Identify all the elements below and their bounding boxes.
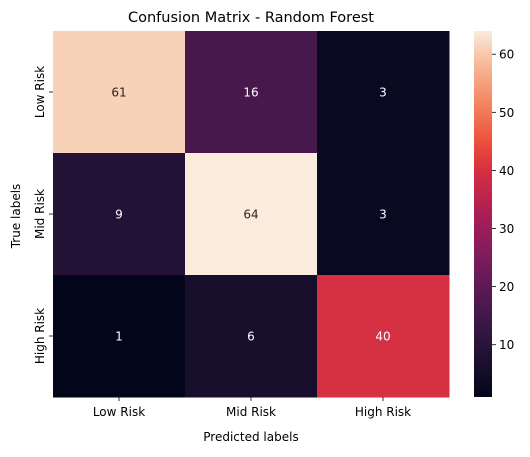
colorbar-tick-label: 10 xyxy=(499,338,514,352)
y-axis-label: True labels xyxy=(9,184,23,250)
x-axis-label: Predicted labels xyxy=(203,430,298,444)
colorbar-gradient xyxy=(474,31,492,397)
cell-value-label: 64 xyxy=(243,208,258,222)
heatmap-cells: 61 16 39 64 31 6 40 xyxy=(53,31,450,398)
heatmap-cell xyxy=(317,31,450,154)
y-tick-label: High Risk xyxy=(33,308,47,364)
heatmap-cell xyxy=(317,275,450,398)
cell-value-label: 3 xyxy=(379,86,387,100)
x-tick-label: Low Risk xyxy=(93,405,145,419)
y-tick-label: Mid Risk xyxy=(33,189,47,239)
y-tick-label: Low Risk xyxy=(33,66,47,118)
heatmap-cell xyxy=(53,275,186,398)
colorbar: 10 20 30 40 50 60 xyxy=(474,31,514,397)
heatmap-cell xyxy=(185,153,318,276)
cell-value-label: 40 xyxy=(375,330,390,344)
cell-value-label: 6 xyxy=(247,330,255,344)
heatmap-cell xyxy=(185,275,318,398)
colorbar-tick-label: 50 xyxy=(499,106,514,120)
cell-value-label: 16 xyxy=(243,86,258,100)
axis-ticks: Low Risk Mid Risk High Risk Low Risk Mid Ris… xyxy=(33,66,411,419)
heatmap-cell xyxy=(53,31,186,154)
cell-value-label: 3 xyxy=(379,208,387,222)
colorbar-tick-label: 30 xyxy=(499,222,514,236)
colorbar-tick-label: 60 xyxy=(499,48,514,62)
x-tick-label: High Risk xyxy=(355,405,411,419)
cell-value-label: 9 xyxy=(115,208,123,222)
heatmap-cell xyxy=(53,153,186,276)
x-tick-label: Mid Risk xyxy=(226,405,276,419)
chart-title: Confusion Matrix - Random Forest xyxy=(128,10,374,26)
cell-value-label: 61 xyxy=(111,86,126,100)
cell-value-label: 1 xyxy=(115,330,123,344)
colorbar-tick-label: 20 xyxy=(499,280,514,294)
heatmap-cell xyxy=(185,31,318,154)
colorbar-tick-label: 40 xyxy=(499,164,514,178)
heatmap-cell xyxy=(317,153,450,276)
